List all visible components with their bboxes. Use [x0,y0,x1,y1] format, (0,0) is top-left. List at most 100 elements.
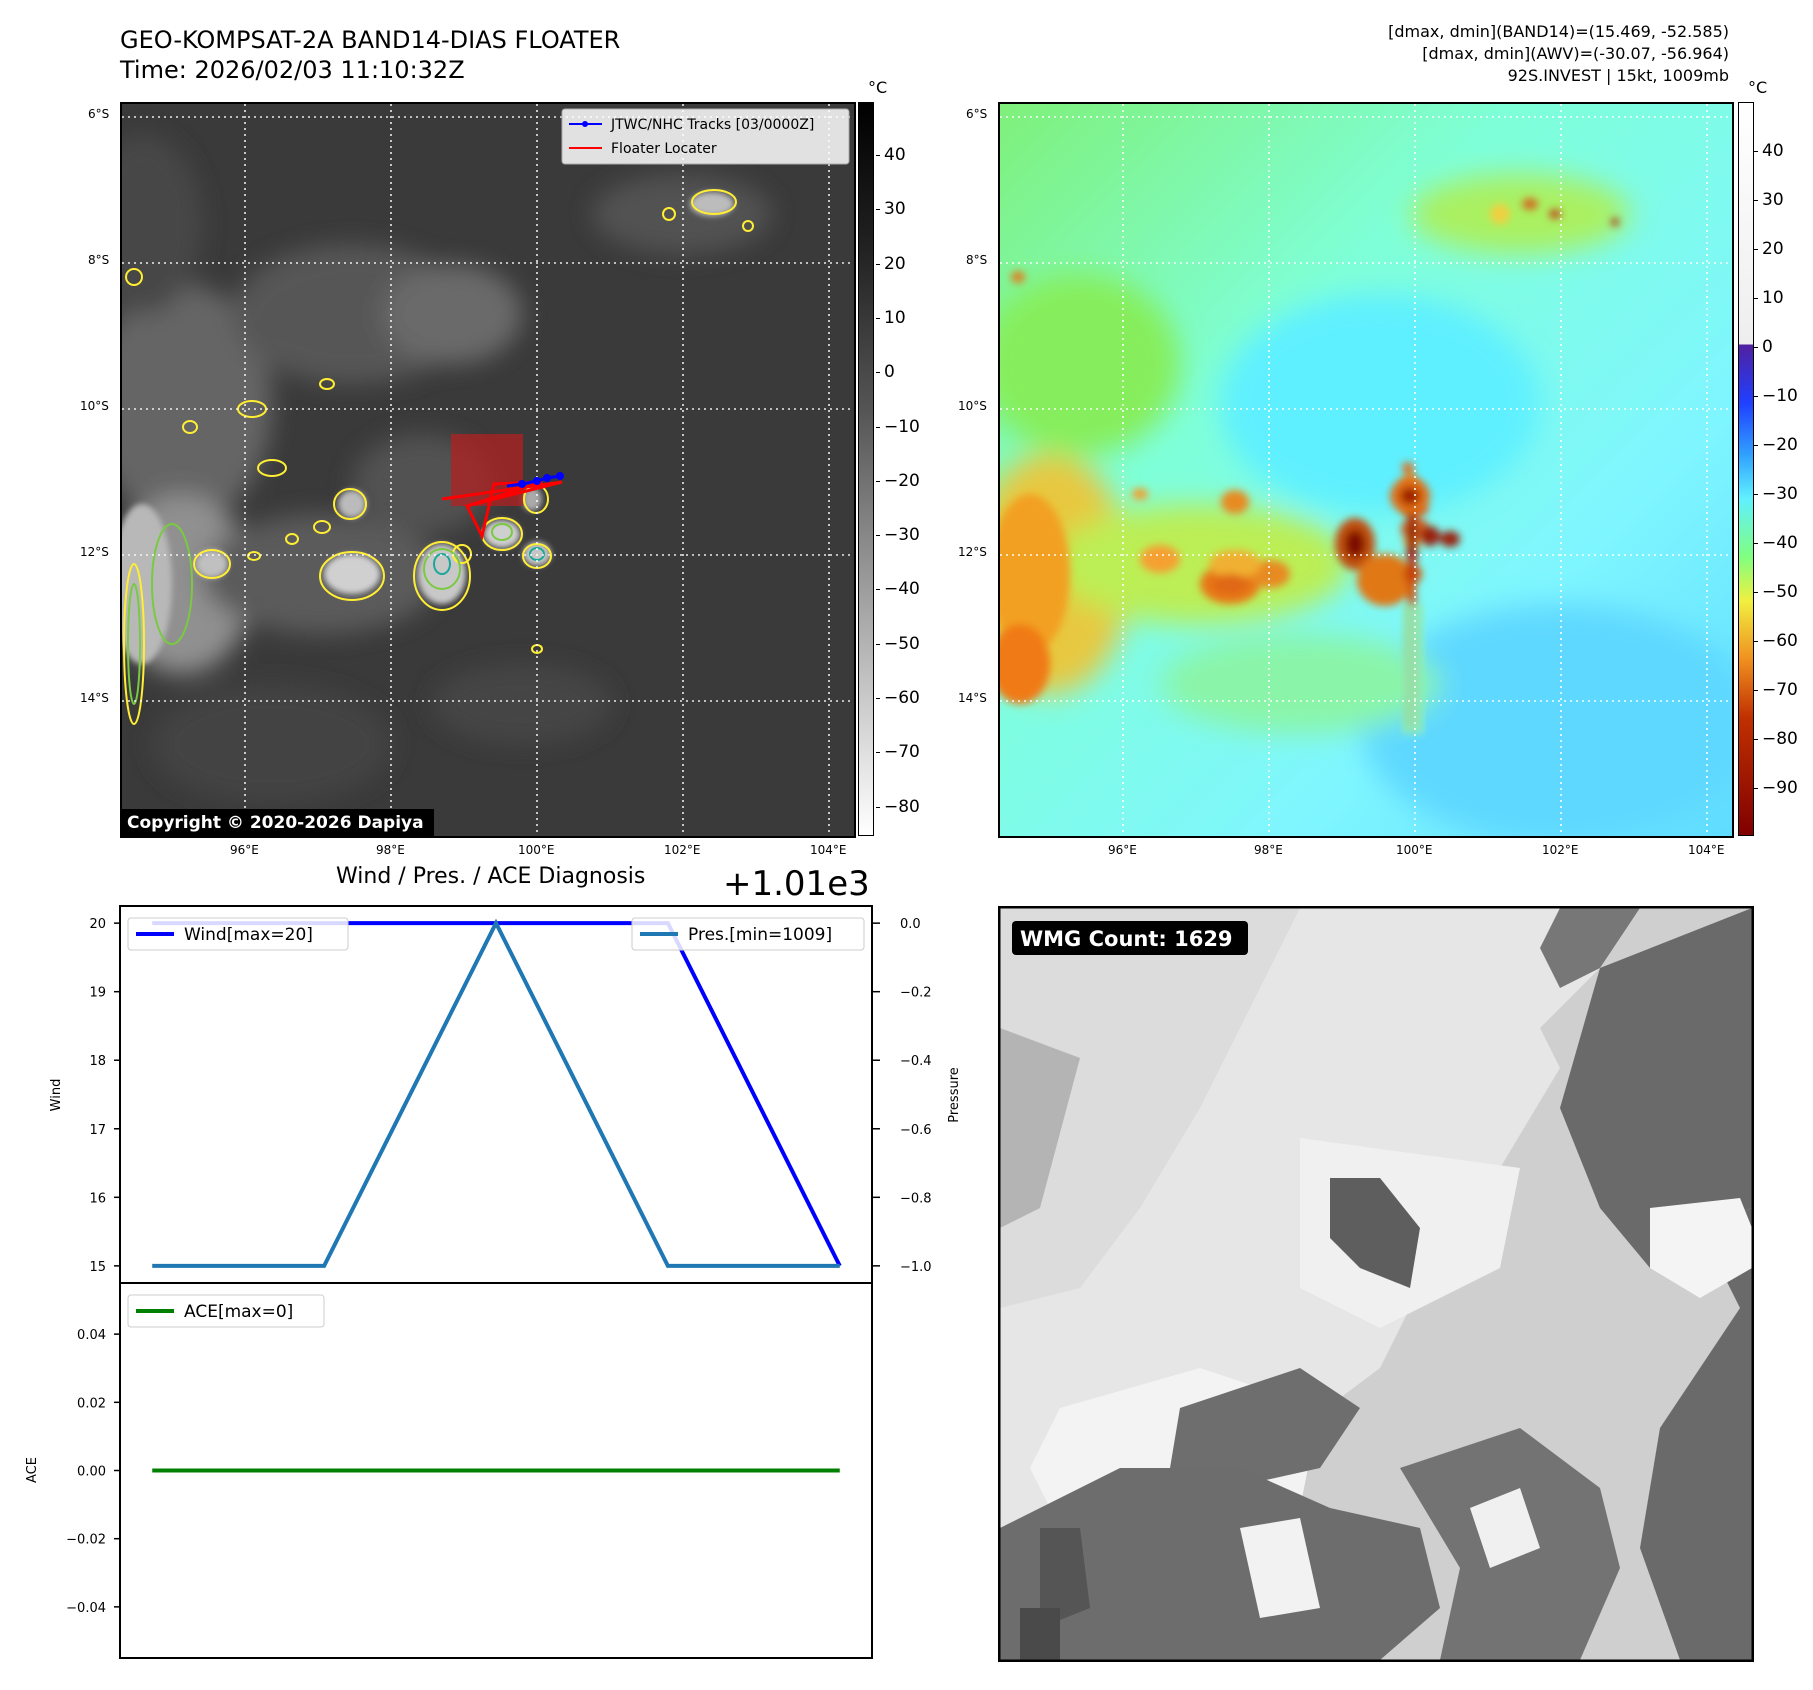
wind-ytick-label: 15 [89,1260,106,1275]
chart-title: Wind / Pres. / ACE Diagnosis [336,864,646,889]
lat-label: 12°S [80,545,109,559]
lat-label: 8°S [966,253,988,267]
colorbar-tick [1754,641,1758,642]
colorbar-tick [876,480,880,482]
offset-label: +1.01e3 [723,864,870,904]
colorbar-tick-label: −70 [1762,680,1798,700]
wmg-panel: WMG Count: 1629 [998,906,1754,1662]
colorbar-tick [876,698,880,699]
colorbar-tick [1754,739,1758,740]
wind-axis-label: Wind [49,1079,64,1112]
band14-stats: [dmax, dmin](BAND14)=(15.469, -52.585) [1388,22,1729,41]
colorbar-unit: °C [868,78,888,97]
wind-ytick-label: 16 [89,1191,106,1206]
colorbar-unit: °C [1748,78,1768,97]
lon-label: 100°E [1396,843,1433,857]
colorbar-tick [876,535,880,537]
floater-locater-line [441,480,563,541]
lat-label: 6°S [88,107,110,121]
lat-label: 8°S [88,253,110,267]
pressure-ytick-label: −0.6 [900,1123,932,1138]
colorbar-tick-label: −50 [884,633,920,654]
colorbar-tick-label: −20 [884,470,920,491]
legend-floater-label: Floater Locater [611,141,717,157]
colorbar-tick [876,317,880,319]
colorbar-tick-label: −50 [1762,582,1798,602]
colorbar-tick-label: −80 [1762,729,1798,749]
pressure-ytick-label: −1.0 [900,1260,932,1275]
wind-pressure-axes [119,905,873,1284]
color-map-image [1000,104,1732,836]
lon-label: 102°E [1542,843,1579,857]
colorbar-tick-label: −60 [1762,631,1798,651]
pressure-ytick-label: 0.0 [900,917,921,932]
colorbar-tick [876,752,880,754]
copyright: Copyright © 2020-2026 Dapiya [127,813,424,833]
pressure-ytick-label: −0.2 [900,986,932,1001]
colorbar-tick [876,589,880,591]
colorbar-tick-label: −60 [884,688,920,708]
legend-wind-box [127,917,349,951]
colorbar-tick [876,155,880,156]
colorbar-tick-label: −20 [1762,435,1798,455]
colorbar-tick [1754,249,1758,250]
lon-label: 98°E [376,843,405,857]
colorbar-tick [876,209,880,211]
colorbar-tick-label: −10 [1762,386,1798,406]
lon-label: 100°E [518,843,555,857]
colorbar-tick-label: 30 [884,199,906,220]
pressure-ytick-label: −0.8 [900,1191,932,1206]
lon-label: 96°E [1108,843,1137,857]
colorbar-tick-label: −70 [884,742,920,763]
colorbar-tick-label: 30 [1762,190,1784,210]
page-title: GEO-KOMPSAT-2A BAND14-DIAS FLOATER [120,26,621,54]
pressure-ytick-label: −0.4 [900,1054,932,1069]
legend-pressure-box [631,917,865,951]
colorbar-tick-label: 0 [1762,337,1773,357]
colorbar-tick-label: −40 [1762,533,1798,553]
awv-stats: [dmax, dmin](AWV)=(-30.07, -56.964) [1422,44,1729,63]
colorbar-tick-label: −30 [1762,484,1798,504]
lat-label: 12°S [958,545,987,559]
pressure-series-line [152,918,840,1268]
pressure-axis-label: Pressure [947,1067,962,1123]
colorbar-tick [876,806,880,808]
map-legend: JTWC/NHC Tracks [03/0000Z] Floater Locat… [561,108,850,165]
colorbar-tick-label: 0 [884,362,895,383]
wind-ytick-label: 20 [89,917,106,932]
legend-ace-label: ACE[max=0] [184,1302,293,1322]
timestamp: Time: 2026/02/03 11:10:32Z [120,56,465,84]
ir-map-panel: JTWC/NHC Tracks [03/0000Z] Floater Locat… [120,102,856,838]
lon-label: 104°E [810,843,847,857]
ace-ytick-label: 0.00 [77,1465,106,1480]
lat-label: 6°S [966,107,988,121]
colorbar-tick-label: −30 [884,525,920,546]
legend-track-label: JTWC/NHC Tracks [03/0000Z] [610,117,814,133]
colorbar-tick [1754,690,1758,691]
ace-ytick-label: −0.04 [66,1601,106,1616]
colorbar-tick-label: 10 [1762,288,1784,308]
colorbar-tick [876,372,880,374]
colorbar-tick [1754,494,1758,495]
colorbar-tick-label: −80 [884,796,920,817]
storm-info: 92S.INVEST | 15kt, 1009mb [1507,66,1729,85]
wind-ytick-label: 17 [89,1123,106,1138]
colorbar-tick [1754,788,1758,789]
wind-ytick-label: 18 [89,1054,106,1069]
colorbar-tick-label: −90 [1762,778,1798,798]
wind-series-line [152,921,842,1267]
lon-label: 96°E [230,843,259,857]
colorbar-tick-label: 40 [1762,141,1784,161]
legend-ace-box [127,1294,325,1328]
wmg-image: WMG Count: 1629 [1000,908,1752,1660]
colorbar-tick [876,263,880,265]
ace-ytick-label: 0.02 [77,1396,106,1411]
colorbar-tick [876,643,880,645]
colorbar-tick-label: 20 [884,253,906,274]
grayscale-colorbar [858,102,874,836]
colorbar-tick [1754,445,1758,446]
legend-wind-label: Wind[max=20] [184,925,313,945]
ace-ytick-label: −0.02 [66,1533,106,1548]
colorbar-tick [1754,543,1758,544]
